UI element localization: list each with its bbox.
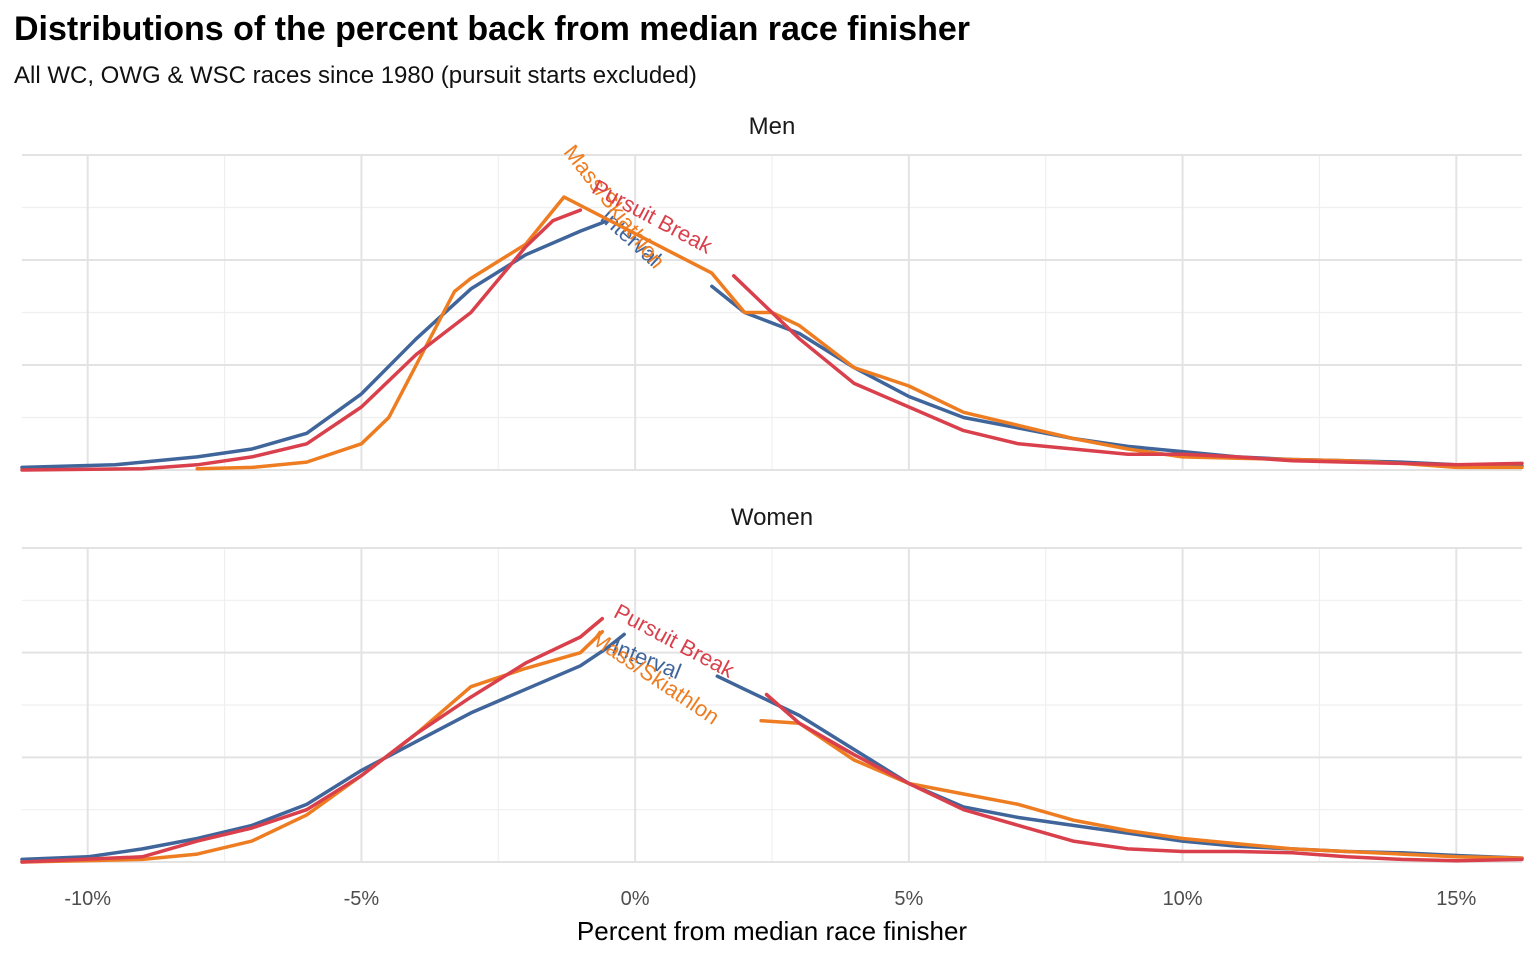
facet-label-women: Women <box>731 504 813 531</box>
series-line-mass-skiathlon-1 <box>759 718 1524 860</box>
series-line-pursuit-break-0 <box>20 208 583 472</box>
x-tick-label: 5% <box>894 888 923 910</box>
x-axis-title: Percent from median race finisher <box>577 916 968 946</box>
series-line-pursuit-break-1 <box>764 692 1524 863</box>
x-tick-label: 15% <box>1436 888 1476 910</box>
facet-label-men: Men <box>749 113 796 140</box>
series-line-interval-0 <box>20 218 610 470</box>
x-tick-label: 0% <box>621 888 650 910</box>
series-line-pursuit-break-0 <box>20 616 605 864</box>
series-line-pursuit-break-1 <box>731 274 1524 467</box>
series-line-mass-skiathlon-1 <box>195 195 1524 471</box>
x-tick-label: -5% <box>344 888 380 910</box>
chart-subtitle: All WC, OWG & WSC races since 1980 (purs… <box>14 62 697 89</box>
series-line-mass-skiathlon-0 <box>20 629 605 864</box>
series-line-interval-1 <box>710 284 1524 468</box>
series-line-interval-0 <box>20 632 626 862</box>
chart-title: Distributions of the percent back from m… <box>14 10 970 48</box>
x-tick-label: -10% <box>64 888 111 910</box>
x-tick-label: 10% <box>1163 888 1203 910</box>
